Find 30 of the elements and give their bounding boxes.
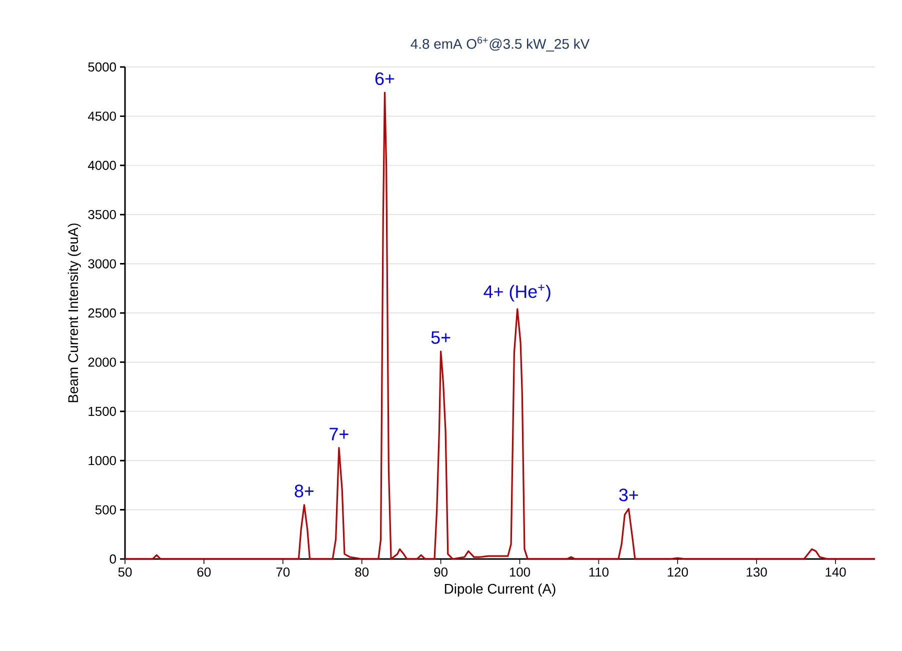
x-tick-label: 100 [510,568,530,577]
x-tick-label: 120 [668,568,688,577]
y-tick-label: 3500 [88,210,116,220]
y-tick-label: 2500 [88,308,116,318]
annotation: 3+ [619,488,638,502]
annotation: 7+ [330,428,348,440]
y-tick-label: 5000 [88,62,116,72]
x-axis-title: Dipole Current (A) [444,584,556,597]
x-tick-label: 140 [826,568,846,577]
y-tick-label: 0 [110,554,116,564]
annotation: 6+ [375,72,394,86]
annotation: 5+ [431,331,450,344]
annotation: 8+ [294,484,314,498]
y-tick-label: 3000 [88,259,116,268]
y-tick-label: 2000 [88,358,116,367]
y-tick-label: 1500 [88,406,116,416]
x-tick-label: 80 [355,568,369,577]
y-tick-label: 1000 [88,456,116,466]
annotation: 4+ (He$^{+}$) [484,284,550,302]
x-tick-label: 50 [118,568,132,577]
x-tick-label: 70 [276,568,290,577]
x-tick-label: 130 [746,568,767,577]
x-tick-label: 110 [589,568,609,577]
y-tick-label: 500 [95,505,116,514]
x-tick-label: 90 [434,568,448,577]
y-tick-label: 4000 [88,160,116,170]
x-tick-label: 60 [197,568,211,577]
chart-title: 4.8 emA O$^{6+}$@3.5 kW_25 kV [410,36,590,52]
y-tick-label: 4500 [88,112,116,121]
y-axis-title: Beam Current Intensity (euA) [68,224,81,402]
